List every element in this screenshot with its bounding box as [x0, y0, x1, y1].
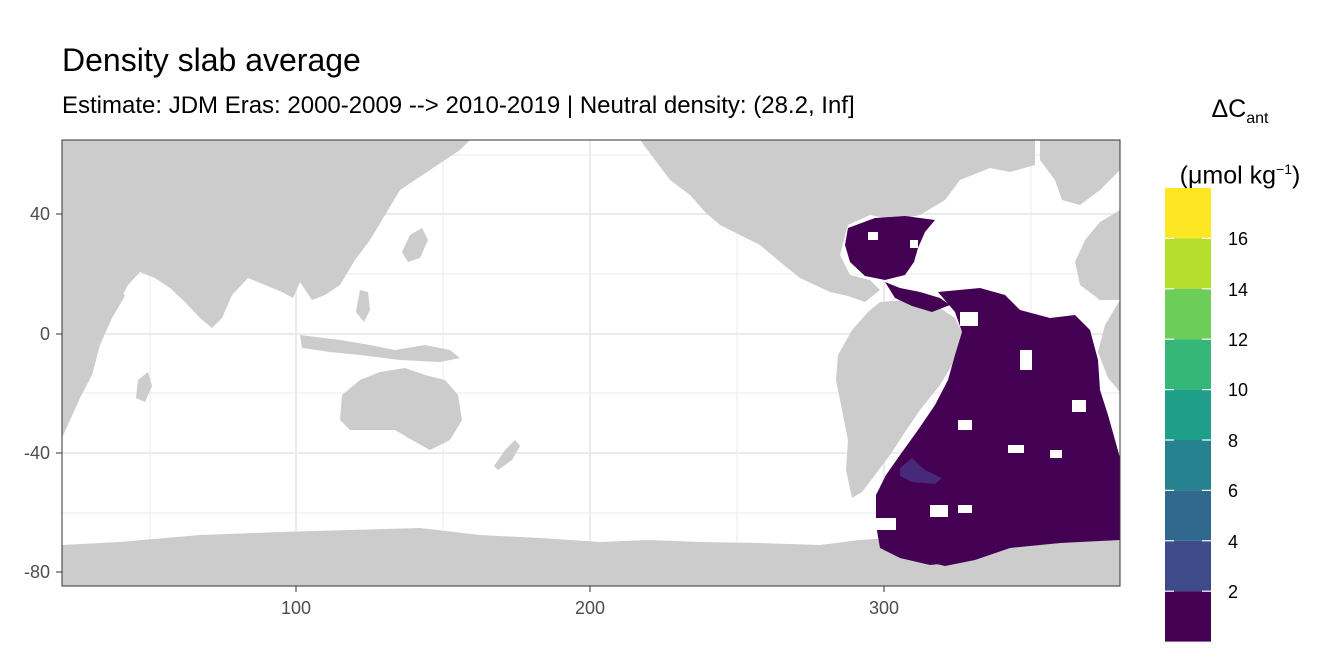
legend-title-variable: ΔCant — [1211, 95, 1269, 127]
data-gaps — [868, 232, 1086, 530]
legend-colorbar: 2 4 6 8 10 12 14 16 — [1165, 188, 1248, 642]
legend-swatch — [1165, 389, 1211, 440]
legend-label: 12 — [1228, 330, 1248, 350]
x-tick-label: 100 — [281, 598, 311, 618]
landmass-antarctica — [62, 528, 1120, 586]
dcant-argentine-basin-anomaly — [900, 458, 942, 484]
legend-swatch — [1165, 238, 1211, 289]
dcant-data-layer — [845, 216, 1120, 566]
dcant-north-atlantic — [845, 216, 935, 280]
land-layer — [62, 140, 1120, 586]
landmass-madagascar — [136, 372, 152, 402]
y-tick-label: -80 — [24, 562, 50, 582]
y-tick-label: 40 — [30, 204, 50, 224]
legend-label: 14 — [1228, 280, 1248, 300]
legend-swatch — [1165, 490, 1211, 541]
legend-swatch — [1165, 540, 1211, 592]
landmass-australia — [340, 368, 462, 450]
legend-swatch — [1165, 288, 1211, 340]
y-tick-label: -40 — [24, 443, 50, 463]
legend-swatch — [1165, 440, 1211, 491]
landmass-south-america — [836, 300, 965, 498]
landmass-europe — [1075, 210, 1120, 300]
landmass-philippines — [356, 290, 370, 322]
legend-ticks — [1165, 237, 1211, 592]
landmass-west-africa — [1098, 300, 1120, 392]
plot-title: Density slab average — [62, 42, 361, 78]
y-axis: 40 0 -40 -80 — [24, 204, 62, 582]
legend-label: 16 — [1228, 229, 1248, 249]
landmass-north-america — [640, 140, 1035, 302]
legend-title: ΔCant (μmol kg−1) — [1160, 84, 1320, 200]
legend-label: 6 — [1228, 481, 1238, 501]
x-axis: 100 200 300 — [281, 586, 899, 618]
legend-title-unit: (μmol kg−1) — [1179, 161, 1301, 190]
legend-label: 2 — [1228, 582, 1238, 602]
legend-swatch — [1165, 339, 1211, 390]
x-tick-label: 200 — [575, 598, 605, 618]
legend-label: 10 — [1228, 380, 1248, 400]
y-axis-ticks — [56, 213, 62, 573]
plot-subtitle: Estimate: JDM Eras: 2000-2009 --> 2010-2… — [62, 92, 855, 119]
landmass-greenland — [1040, 140, 1120, 205]
landmass-new-zealand — [494, 440, 520, 470]
legend-label: 8 — [1228, 431, 1238, 451]
map-panel — [61, 139, 1121, 587]
panel-border — [61, 139, 1121, 587]
x-tick-label: 300 — [869, 598, 899, 618]
landmass-east-africa — [62, 250, 125, 438]
legend-swatch — [1165, 188, 1211, 239]
y-tick-label: 0 — [40, 324, 50, 344]
landmass-eurasia-africa-east — [62, 140, 470, 328]
dcant-caribbean — [885, 282, 950, 312]
landmass-maritime-continent — [300, 335, 460, 362]
legend-label: 4 — [1228, 532, 1238, 552]
x-axis-ticks — [295, 586, 885, 592]
legend-swatch — [1165, 591, 1211, 642]
landmass-japan — [402, 228, 428, 262]
